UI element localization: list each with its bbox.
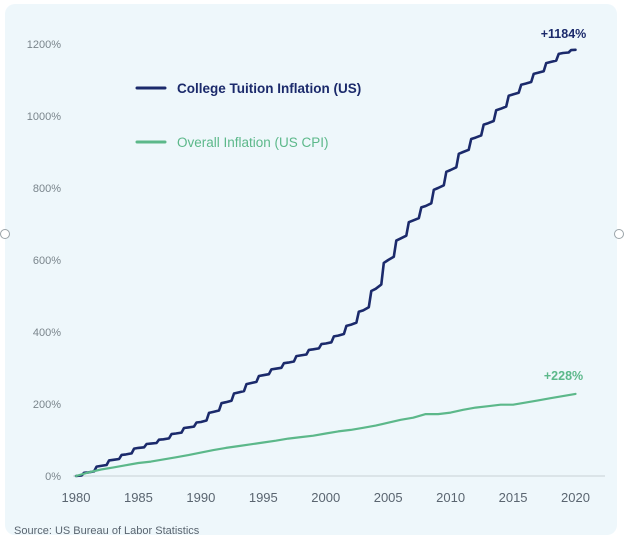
x-tick-label: 1980 [62,490,91,505]
y-tick-label: 1200% [27,39,61,51]
cpi-series-line [74,392,577,478]
x-tick-label: 2010 [436,490,465,505]
y-tick-label: 600% [33,255,61,267]
x-tick-label: 1985 [124,490,153,505]
x-tick-label: 2015 [499,490,528,505]
tuition-end-label: +1184% [541,27,587,41]
source-note: Source: US Bureau of Labor Statistics [14,525,200,535]
x-tick-label: 1995 [249,490,278,505]
y-tick-label: 1000% [27,111,61,123]
y-tick-label: 400% [33,327,61,339]
y-tick-label: 0% [45,471,61,483]
tuition-series-line [74,48,577,478]
y-tick-label: 800% [33,183,61,195]
y-tick-label: 200% [33,399,61,411]
cpi-end-label: +228% [544,369,583,383]
line-chart: 0% 200% 400% 600% 800% 1000% 1200% 1980 1985 1990… [27,27,605,505]
chart-frame: 0% 200% 400% 600% 800% 1000% 1200% 1980 1985 1990… [5,4,617,535]
legend-label: Overall Inflation (US CPI) [177,135,329,150]
x-tick-label: 1990 [186,490,215,505]
x-tick-label: 2020 [561,490,590,505]
legend-label: College Tuition Inflation (US) [177,81,361,96]
resize-handle-left[interactable] [0,229,10,239]
x-tick-label: 2005 [374,490,403,505]
x-tick-label: 2000 [311,490,340,505]
resize-handle-right[interactable] [614,229,624,239]
